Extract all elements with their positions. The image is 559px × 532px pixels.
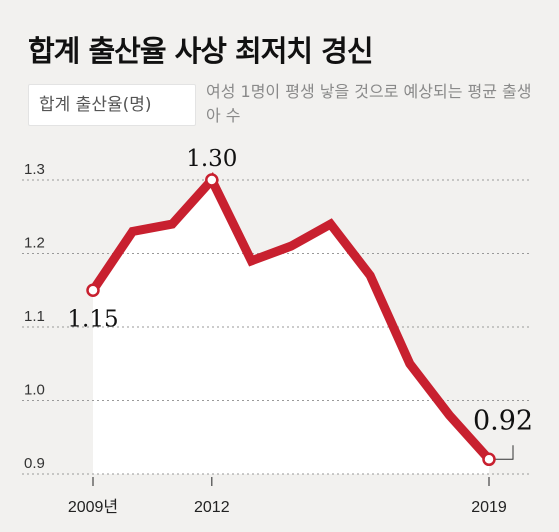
x-axis-ticks: 2009년 2012 2019 <box>68 477 507 516</box>
data-label-2019: 0.92 <box>473 405 533 436</box>
y-tick-label: 0.9 <box>24 455 45 472</box>
gridlines <box>22 179 532 475</box>
data-point-2012 <box>205 173 219 187</box>
x-tick-label: 2019 <box>471 499 507 516</box>
y-tick-label: 1.3 <box>24 161 45 178</box>
unit-label-box: 합계 출산율(명) <box>28 84 196 126</box>
y-tick-label: 1.1 <box>24 308 45 325</box>
leader-line <box>489 445 514 460</box>
annotations: 1.15 1.30 0.92 <box>67 146 533 467</box>
data-point-2009 <box>86 283 100 297</box>
chart-title: 합계 출산율 사상 최저치 경신 <box>28 34 374 68</box>
y-tick-label: 1.2 <box>24 235 45 252</box>
x-tick-label: 2012 <box>194 499 230 516</box>
y-tick-label: 1.0 <box>24 382 45 399</box>
unit-description: 여성 1명이 평생 낳을 것으로 예상되는 평균 출생아 수 <box>206 82 532 125</box>
data-label-2009: 1.15 <box>67 306 118 332</box>
x-tick-label: 2009년 <box>68 498 118 516</box>
data-label-2012: 1.30 <box>186 146 237 172</box>
data-point-2019 <box>482 452 496 467</box>
y-axis-ticks: 0.9 1.0 1.1 1.2 1.3 <box>24 161 45 472</box>
line-path <box>89 172 493 463</box>
series-line <box>89 172 493 463</box>
